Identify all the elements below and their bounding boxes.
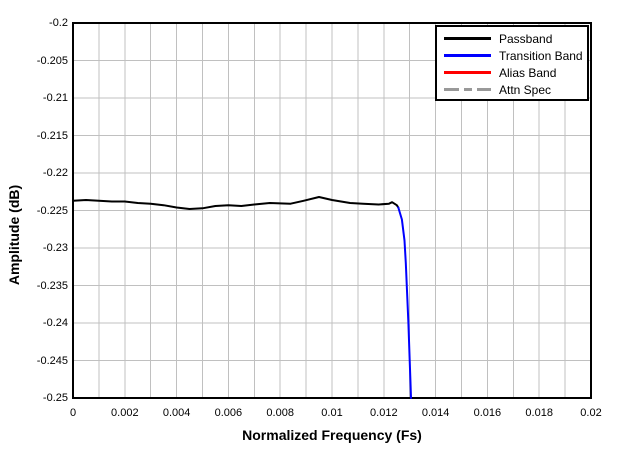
x-axis-label: Normalized Frequency (Fs) — [242, 427, 422, 443]
y-tick-label: -0.215 — [36, 129, 68, 142]
x-tick-label: 0.018 — [525, 407, 553, 419]
x-tick-label: 0.01 — [321, 407, 343, 419]
x-tick-label: 0.006 — [214, 407, 243, 419]
y-tick-label: -0.22 — [42, 167, 68, 179]
x-tick-label: 0.008 — [266, 407, 294, 419]
series-passband — [72, 196, 400, 210]
x-tick-label: 0.016 — [473, 407, 502, 419]
x-tick-label: 0.02 — [580, 407, 602, 419]
x-tick-label: 0 — [69, 407, 77, 419]
legend-label-transition-band: Transition Band — [499, 48, 583, 63]
legend-entry-attn-spec: Attn Spec — [437, 81, 587, 98]
plot-frame — [72, 22, 592, 399]
legend-label-passband: Passband — [499, 31, 553, 46]
x-tick-label: 0.004 — [162, 407, 191, 419]
legend: Passband Transition Band Alias Band Attn… — [435, 25, 589, 101]
legend-label-alias-band: Alias Band — [499, 65, 557, 80]
y-tick-label: -0.21 — [42, 92, 68, 104]
x-tick-label: 0.002 — [111, 407, 139, 419]
legend-entry-alias-band: Alias Band — [437, 64, 587, 81]
x-tick-label: 0.012 — [370, 407, 398, 419]
series-transition-band — [397, 206, 412, 399]
y-axis-label: Amplitude (dB) — [6, 184, 22, 286]
y-tick-label: -0.24 — [42, 317, 68, 329]
transition-band-line-swatch — [444, 54, 491, 57]
y-tick-label: -0.23 — [42, 242, 68, 254]
y-tick-label: -0.25 — [42, 392, 68, 404]
y-tick-label: -0.205 — [36, 54, 68, 67]
y-tick-label: -0.225 — [36, 204, 68, 217]
legend-entry-passband: Passband — [437, 30, 587, 47]
x-tick-label: 0.014 — [421, 407, 450, 419]
y-tick-label: -0.235 — [36, 279, 68, 292]
y-tick-label: -0.245 — [36, 354, 68, 367]
passband-line-swatch — [444, 37, 491, 40]
attn-spec-line-swatch — [444, 88, 491, 91]
legend-label-attn-spec: Attn Spec — [499, 82, 552, 97]
legend-entry-transition-band: Transition Band — [437, 47, 587, 64]
y-tick-label: -0.2 — [49, 17, 68, 29]
alias-band-line-swatch — [444, 71, 491, 74]
